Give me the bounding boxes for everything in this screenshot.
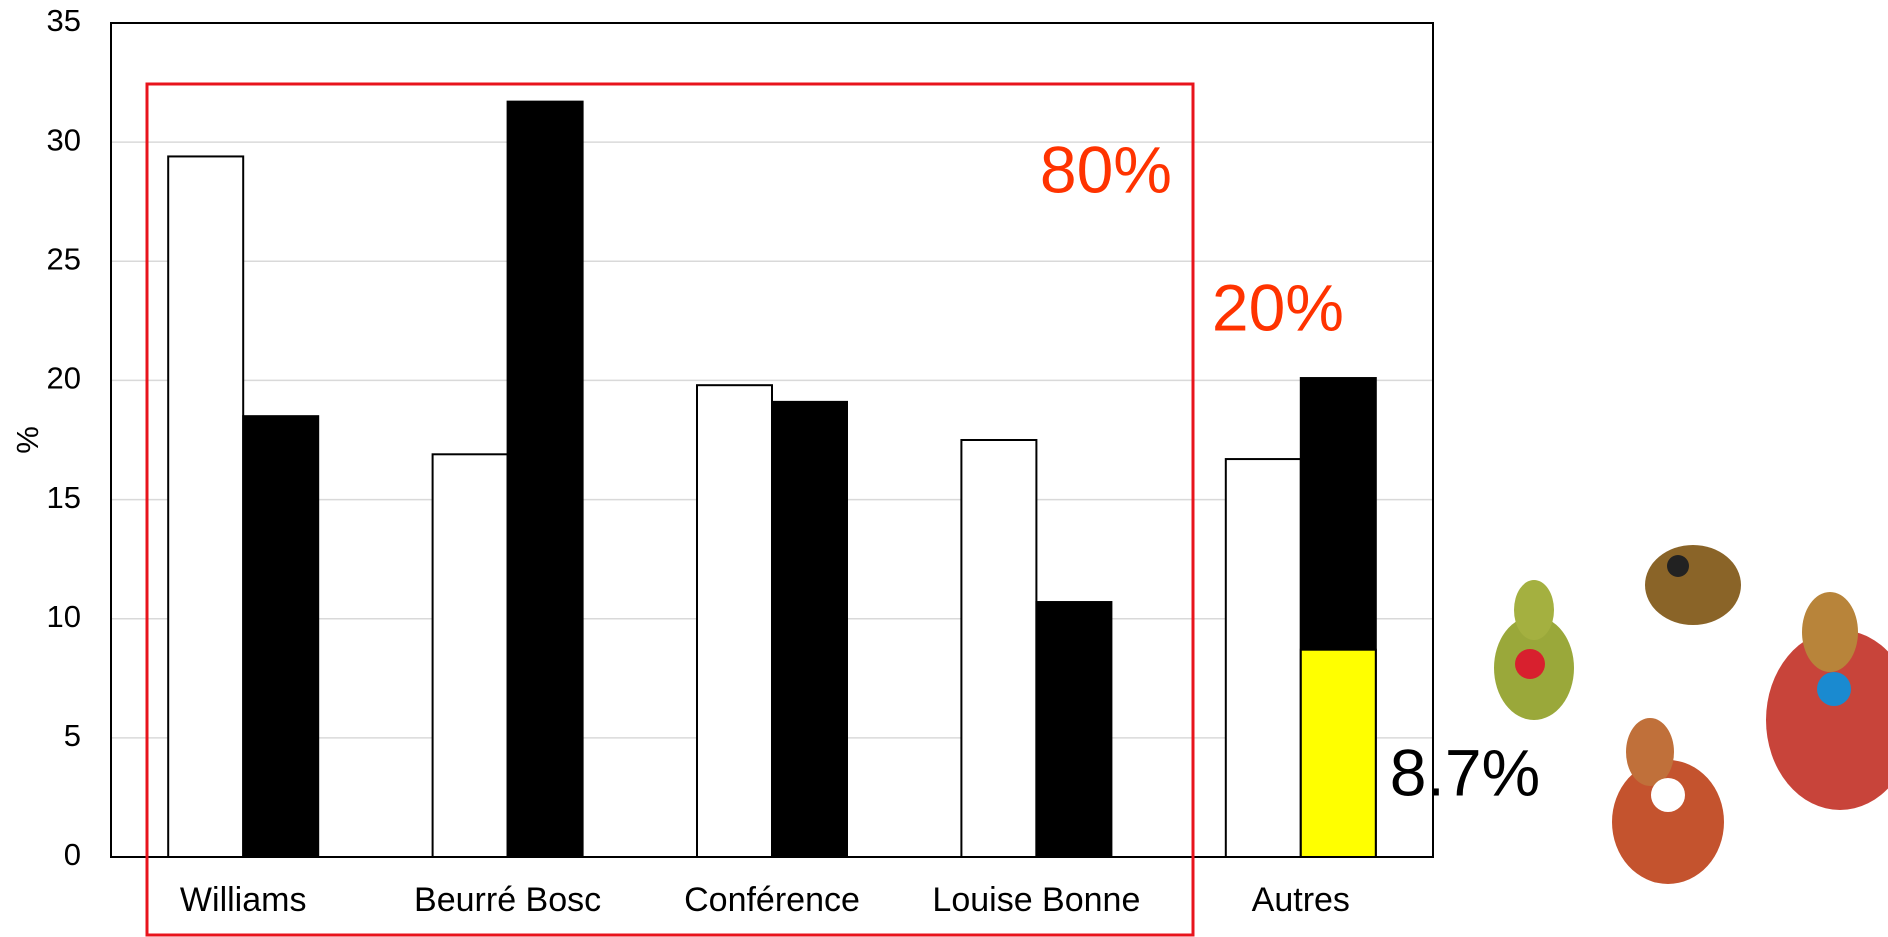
sticker [1515, 649, 1545, 679]
y-tick-label: 5 [64, 718, 81, 753]
pear [1612, 760, 1724, 884]
x-tick-label: Williams [180, 881, 307, 919]
y-tick-label: 30 [47, 122, 81, 157]
y-tick-label: 10 [47, 599, 81, 634]
bar [771, 400, 848, 858]
pear [1626, 718, 1674, 786]
bar [506, 100, 584, 859]
y-tick-label: 15 [47, 480, 81, 515]
y-tick-label: 25 [47, 241, 81, 276]
x-tick-label: Beurré Bosc [414, 881, 601, 919]
sticker [1651, 778, 1685, 812]
x-tick-label: Autres [1252, 881, 1350, 919]
annotation: 20% [1212, 270, 1344, 344]
y-tick-label: 0 [64, 837, 81, 872]
bar [167, 155, 245, 858]
x-tick-label: Louise Bonne [932, 881, 1140, 919]
data-label: 8.7% [1390, 735, 1540, 809]
bar [696, 384, 773, 858]
y-tick-label: 20 [47, 361, 81, 396]
pear [1645, 545, 1741, 625]
annotation: 80% [1040, 132, 1172, 206]
bar [431, 453, 509, 858]
x-tick-label: Conférence [684, 881, 860, 919]
pears [1494, 545, 1888, 884]
pear [1802, 592, 1858, 672]
y-tick-label: 35 [47, 3, 81, 38]
bar [242, 415, 320, 858]
sticker [1817, 672, 1851, 706]
y-axis-label: % [10, 426, 45, 454]
pear [1514, 580, 1554, 640]
bar [1224, 458, 1302, 858]
bar [960, 439, 1038, 858]
sticker [1667, 555, 1689, 577]
pear [1766, 630, 1888, 810]
bar [1299, 648, 1377, 858]
highlight-box [145, 82, 1195, 937]
bar [1035, 601, 1113, 859]
